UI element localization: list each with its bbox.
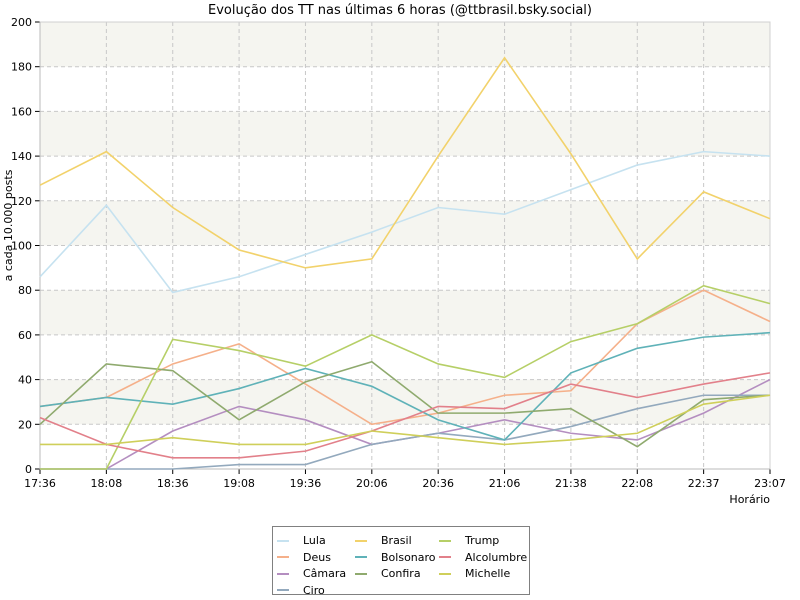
legend-label: Câmara bbox=[303, 567, 347, 580]
legend-label: Ciro bbox=[303, 583, 325, 597]
y-tick-label: 180 bbox=[11, 61, 32, 74]
legend-swatch bbox=[355, 572, 367, 575]
legend-label: Michelle bbox=[465, 567, 511, 580]
x-tick-label: 18:08 bbox=[91, 477, 123, 490]
legend-swatch bbox=[355, 539, 367, 542]
y-tick-label: 20 bbox=[18, 418, 32, 431]
legend-swatch bbox=[277, 539, 289, 542]
legend-swatch bbox=[277, 589, 289, 591]
series-line-confira bbox=[39, 360, 771, 448]
legend: Lula Deus Câmara Ciro Brasil Bolsonaro Confira… bbox=[272, 526, 530, 598]
series-line-brasil bbox=[39, 56, 771, 269]
legend-swatch bbox=[439, 572, 451, 575]
y-tick-label: 0 bbox=[25, 463, 32, 476]
series-line-ciro bbox=[40, 394, 770, 470]
series-line-lula bbox=[39, 150, 771, 294]
legend-item: Brasil bbox=[355, 533, 412, 548]
x-tick-label: 19:36 bbox=[290, 477, 322, 490]
legend-label: Alcolumbre bbox=[465, 550, 528, 564]
background-band bbox=[40, 111, 770, 157]
x-tick-label: 19:08 bbox=[223, 477, 255, 490]
y-tick-label: 80 bbox=[18, 284, 32, 297]
series-line-trump bbox=[40, 284, 771, 470]
chart-title: Evolução dos TT nas últimas 6 horas (@tt… bbox=[208, 3, 592, 18]
legend-item: Michelle bbox=[439, 566, 510, 581]
legend-label: Confira bbox=[381, 567, 421, 580]
y-tick-label: 160 bbox=[11, 105, 32, 118]
x-tick-label: 17:36 bbox=[24, 477, 56, 490]
legend-item: Alcolumbre bbox=[439, 550, 527, 565]
x-axis-label: Horário bbox=[729, 493, 770, 506]
legend-item: Deus bbox=[277, 550, 331, 565]
legend-item: Bolsonaro bbox=[355, 550, 436, 565]
legend-label: Trump bbox=[465, 534, 500, 547]
background-band bbox=[40, 290, 770, 335]
legend-item: Ciro bbox=[277, 583, 325, 598]
legend-swatch bbox=[277, 572, 289, 575]
legend-item: Lula bbox=[277, 533, 326, 548]
y-tick-label: 200 bbox=[11, 16, 32, 29]
y-tick-label: 120 bbox=[11, 195, 32, 208]
x-tick-label: 20:06 bbox=[356, 477, 388, 490]
series-line-michelle bbox=[40, 394, 771, 446]
x-tick-label: 20:36 bbox=[422, 477, 454, 490]
y-tick-label: 40 bbox=[18, 374, 32, 387]
legend-swatch bbox=[439, 556, 451, 558]
x-tick-label: 18:36 bbox=[157, 477, 189, 490]
y-tick-label: 60 bbox=[18, 329, 32, 342]
y-tick-label: 100 bbox=[11, 240, 32, 253]
legend-label: Deus bbox=[303, 550, 331, 564]
x-tick-label: 23:07 bbox=[754, 477, 786, 490]
background-band bbox=[40, 22, 770, 67]
legend-item: Confira bbox=[355, 566, 421, 581]
legend-item: Trump bbox=[439, 533, 499, 548]
x-tick-label: 22:37 bbox=[688, 477, 720, 490]
legend-label: Brasil bbox=[381, 534, 412, 547]
x-tick-label: 21:06 bbox=[489, 477, 521, 490]
x-tick-label: 22:08 bbox=[621, 477, 653, 490]
series-line-alcolumbre bbox=[39, 372, 771, 459]
y-axis-label: a cada 10.000 posts bbox=[2, 169, 15, 281]
series-line-bolsonaro bbox=[39, 331, 771, 441]
y-tick-label: 140 bbox=[11, 150, 32, 163]
legend-label: Bolsonaro bbox=[381, 550, 436, 564]
legend-item: Câmara bbox=[277, 566, 346, 581]
legend-swatch bbox=[277, 556, 289, 558]
legend-label: Lula bbox=[303, 534, 326, 547]
x-tick-label: 21:38 bbox=[555, 477, 587, 490]
legend-swatch bbox=[355, 556, 367, 558]
legend-swatch bbox=[439, 539, 451, 542]
